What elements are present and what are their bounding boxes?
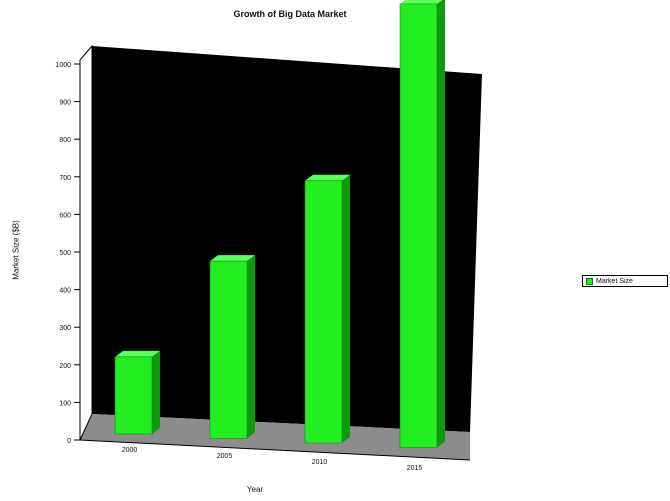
bar-2010 — [304, 174, 350, 444]
x-tick-label: 2005 — [217, 453, 233, 460]
bar-top — [305, 174, 350, 181]
chart-left-wall — [79, 44, 93, 441]
y-tick-label: 300 — [59, 325, 71, 332]
bar-2005 — [209, 255, 255, 439]
bar-2015 — [399, 0, 445, 448]
bar-top — [210, 255, 255, 262]
y-tick-label: 600 — [59, 212, 71, 219]
chart-floor — [80, 414, 470, 460]
bar-side — [342, 174, 350, 443]
x-axis — [79, 439, 471, 461]
y-tick-label: 800 — [59, 137, 71, 144]
y-tick-label: 400 — [59, 288, 71, 295]
y-tick-label: 900 — [59, 100, 71, 107]
legend-swatch — [586, 277, 593, 285]
x-tick-label: 2015 — [407, 465, 423, 472]
x-tick-label: 2010 — [312, 459, 328, 466]
y-tick-label: 500 — [59, 250, 71, 257]
bar-side — [437, 0, 445, 448]
chart-back-wall — [92, 46, 482, 432]
y-tick-label: 200 — [59, 363, 71, 370]
x-axis-label: Year — [246, 485, 264, 494]
y-tick-label: 700 — [59, 175, 71, 182]
bar-top — [115, 350, 160, 357]
bar-top — [400, 0, 443, 4]
x-tick-label: 2000 — [122, 447, 138, 454]
chart-title: Growth of Big Data Market — [233, 9, 347, 19]
legend-label: Market Size — [596, 277, 633, 285]
legend: Market Size — [582, 275, 668, 287]
bar-front — [399, 3, 438, 448]
bar-front — [209, 260, 248, 439]
bar-2000 — [114, 350, 160, 435]
y-axis-label: Market Size ($B) — [11, 220, 21, 280]
y-tick-label: 0 — [67, 438, 71, 445]
bar-front — [114, 356, 153, 435]
bar-side — [247, 255, 255, 439]
y-tick-label: 100 — [59, 400, 71, 407]
bar-side — [152, 350, 160, 434]
bar-front — [304, 180, 343, 444]
y-tick-label: 1000 — [55, 62, 71, 69]
